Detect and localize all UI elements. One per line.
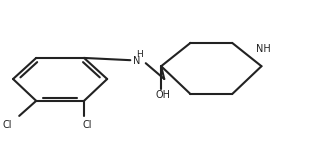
Text: OH: OH: [155, 90, 170, 100]
Text: Cl: Cl: [2, 120, 11, 130]
Text: NH: NH: [256, 43, 271, 54]
Text: H: H: [136, 50, 143, 59]
Text: Cl: Cl: [82, 120, 92, 130]
Text: N: N: [133, 56, 140, 66]
